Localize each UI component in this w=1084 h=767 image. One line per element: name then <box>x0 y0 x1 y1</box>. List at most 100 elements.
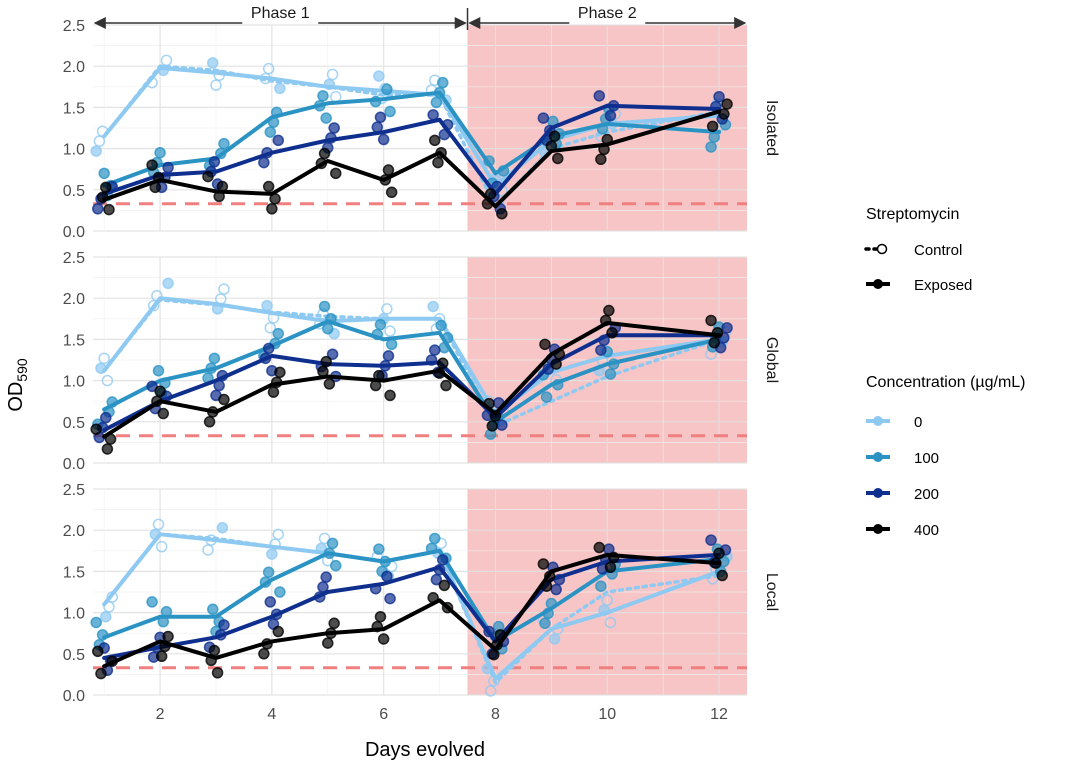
data-point <box>202 544 214 556</box>
series-line-exposed <box>102 109 722 209</box>
data-point <box>146 596 158 608</box>
y-tick-label: 2.0 <box>63 291 85 308</box>
data-point <box>548 633 561 645</box>
data-point <box>705 314 717 327</box>
data-point <box>721 322 733 334</box>
phase-1: Phase 1 <box>93 5 467 29</box>
data-point <box>267 386 280 398</box>
data-point <box>438 579 451 592</box>
data-point <box>486 420 499 432</box>
legend-title-concentration: Concentration (µg/mL) <box>866 374 1026 391</box>
data-point <box>603 304 615 317</box>
data-point <box>382 350 395 362</box>
series-line-exposed <box>102 552 722 660</box>
data-point <box>330 559 342 572</box>
legend-key-point-0 <box>873 416 883 426</box>
data-point <box>384 389 396 402</box>
panel-global: 0.0 0.5 1.0 1.5 2.0 2.5 Global <box>63 250 780 473</box>
data-point <box>706 120 719 133</box>
data-point <box>154 146 166 159</box>
data-point <box>484 685 497 697</box>
data-point <box>264 322 277 334</box>
legend-key-point-400 <box>873 524 883 534</box>
data-point <box>218 283 230 295</box>
data-point <box>427 109 439 121</box>
data-point <box>274 366 286 379</box>
data-point <box>157 407 170 420</box>
data-point <box>326 68 339 81</box>
data-point <box>328 617 340 630</box>
data-point <box>152 518 165 531</box>
data-point <box>261 299 273 312</box>
data-point <box>218 619 230 631</box>
data-point <box>90 423 102 435</box>
y-tick-label: 1.0 <box>63 142 85 159</box>
data-point <box>496 419 508 431</box>
data-point <box>548 130 561 142</box>
data-point <box>716 569 729 582</box>
y-tick-label: 1.5 <box>63 100 85 117</box>
legend: Streptomycin Control Exposed Concentration … <box>864 206 1026 539</box>
data-point <box>595 580 607 592</box>
series-400 <box>90 304 724 455</box>
series-line-exposed <box>102 333 722 433</box>
data-point <box>266 548 278 560</box>
legend-key-control-point <box>876 243 888 255</box>
data-point <box>432 156 444 169</box>
data-point <box>258 156 270 169</box>
data-point <box>595 153 607 166</box>
phase-2: Phase 2 <box>468 5 747 29</box>
series-line-exposed <box>102 296 722 416</box>
data-point <box>262 62 275 75</box>
y-tick-label: 1.0 <box>63 606 85 623</box>
data-point <box>90 616 102 629</box>
series-line-control <box>102 64 721 210</box>
data-point <box>202 170 214 183</box>
y-tick-label: 1.5 <box>63 564 85 581</box>
data-point <box>377 633 390 645</box>
phase-label-bg <box>242 10 319 24</box>
data-point <box>152 364 165 377</box>
y-tick-label: 2.5 <box>63 250 85 267</box>
data-point <box>601 594 614 606</box>
data-point <box>101 374 114 387</box>
data-point <box>437 76 449 89</box>
data-point <box>721 98 733 110</box>
legend-key-point-200 <box>873 488 883 498</box>
data-point <box>539 338 551 351</box>
x-tick-label: 10 <box>598 706 616 723</box>
data-point <box>155 650 168 663</box>
data-point <box>328 122 340 134</box>
data-point <box>274 82 286 95</box>
legend-label-exposed: Exposed <box>914 277 972 294</box>
series-line-exposed <box>102 552 722 669</box>
data-point <box>429 344 441 356</box>
data-point <box>146 380 158 393</box>
data-point <box>93 135 106 147</box>
data-point <box>262 566 275 578</box>
data-point <box>216 521 229 534</box>
y-tick-label: 0.0 <box>63 224 85 241</box>
data-point <box>264 126 277 138</box>
data-point <box>318 147 331 160</box>
data-point <box>320 355 332 368</box>
data-point <box>705 534 717 546</box>
legend-label-100: 100 <box>914 450 939 467</box>
data-point <box>606 327 618 339</box>
data-point <box>373 70 385 82</box>
data-point <box>537 112 550 124</box>
data-point <box>146 159 158 171</box>
legend-label-0: 0 <box>914 414 922 431</box>
data-point <box>262 342 275 355</box>
data-point <box>98 352 110 365</box>
legend-label-200: 200 <box>914 486 939 503</box>
facet-label: Local <box>763 573 780 611</box>
data-point <box>435 319 447 332</box>
data-point <box>537 558 550 570</box>
series-line-exposed <box>102 319 722 424</box>
data-point <box>162 161 174 174</box>
data-point <box>374 610 387 623</box>
y-tick-label: 0.0 <box>63 688 85 705</box>
data-point <box>708 336 721 349</box>
